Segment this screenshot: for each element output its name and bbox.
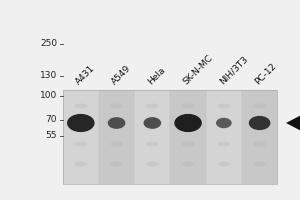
Text: NIH/3T3: NIH/3T3 bbox=[218, 54, 249, 86]
Ellipse shape bbox=[143, 117, 161, 129]
Ellipse shape bbox=[110, 162, 123, 166]
Ellipse shape bbox=[75, 142, 87, 146]
Ellipse shape bbox=[182, 104, 194, 108]
Ellipse shape bbox=[253, 104, 266, 108]
Ellipse shape bbox=[75, 104, 87, 108]
Ellipse shape bbox=[146, 104, 159, 108]
Ellipse shape bbox=[75, 162, 87, 166]
Text: A431: A431 bbox=[74, 63, 97, 86]
FancyBboxPatch shape bbox=[170, 90, 206, 184]
Text: 70: 70 bbox=[46, 116, 57, 124]
FancyBboxPatch shape bbox=[99, 90, 134, 184]
Ellipse shape bbox=[249, 116, 270, 130]
Ellipse shape bbox=[218, 162, 230, 166]
Ellipse shape bbox=[110, 142, 123, 146]
Ellipse shape bbox=[218, 104, 230, 108]
Ellipse shape bbox=[108, 117, 125, 129]
FancyBboxPatch shape bbox=[63, 90, 99, 184]
Ellipse shape bbox=[182, 162, 194, 166]
Text: PC-12: PC-12 bbox=[253, 61, 278, 86]
Ellipse shape bbox=[253, 142, 266, 146]
Polygon shape bbox=[286, 114, 300, 132]
Text: 100: 100 bbox=[40, 92, 57, 100]
Ellipse shape bbox=[67, 114, 94, 132]
Ellipse shape bbox=[146, 162, 159, 166]
Text: 250: 250 bbox=[40, 40, 57, 48]
FancyBboxPatch shape bbox=[206, 90, 242, 184]
Ellipse shape bbox=[253, 162, 266, 166]
Ellipse shape bbox=[216, 118, 232, 128]
FancyBboxPatch shape bbox=[242, 90, 278, 184]
Ellipse shape bbox=[146, 142, 159, 146]
Ellipse shape bbox=[182, 142, 194, 146]
FancyBboxPatch shape bbox=[134, 90, 170, 184]
Text: 130: 130 bbox=[40, 72, 57, 80]
Text: Hela: Hela bbox=[146, 65, 167, 86]
Text: A549: A549 bbox=[110, 63, 133, 86]
Ellipse shape bbox=[110, 104, 123, 108]
Ellipse shape bbox=[218, 142, 230, 146]
Ellipse shape bbox=[174, 114, 202, 132]
Text: SK-N-MC: SK-N-MC bbox=[182, 53, 215, 86]
Text: 55: 55 bbox=[46, 132, 57, 140]
